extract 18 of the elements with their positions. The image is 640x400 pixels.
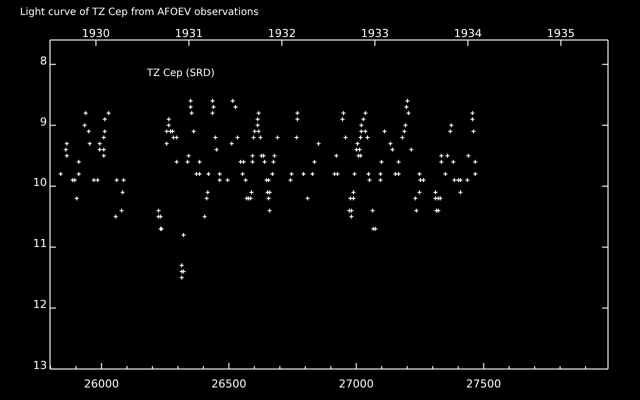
x-tick-label: 27500 (466, 377, 502, 390)
x2-tick-label: 1931 (174, 27, 203, 40)
annotation: TZ Cep (SRD) (146, 68, 215, 79)
y-tick-label: 12 (33, 298, 47, 312)
y-tick-label: 8 (40, 54, 47, 68)
y-tick-label: 10 (33, 176, 47, 190)
chart-title: Light curve of TZ Cep from AFOEV observations (20, 7, 259, 18)
x2-tick-label: 1933 (360, 27, 389, 40)
x2-tick-label: 1932 (268, 27, 296, 40)
x-tick-label: 27000 (338, 377, 374, 390)
x-tick-label: 26000 (84, 377, 119, 390)
x2-tick-label: 1930 (82, 27, 110, 40)
x-tick-label: 26500 (211, 377, 246, 390)
y-tick-label: 9 (40, 115, 47, 128)
y-tick-label: 13 (33, 359, 47, 372)
y-tick-label: 11 (33, 237, 47, 250)
x2-tick-label: 1934 (454, 27, 482, 40)
x2-tick-label: 1935 (546, 27, 575, 40)
